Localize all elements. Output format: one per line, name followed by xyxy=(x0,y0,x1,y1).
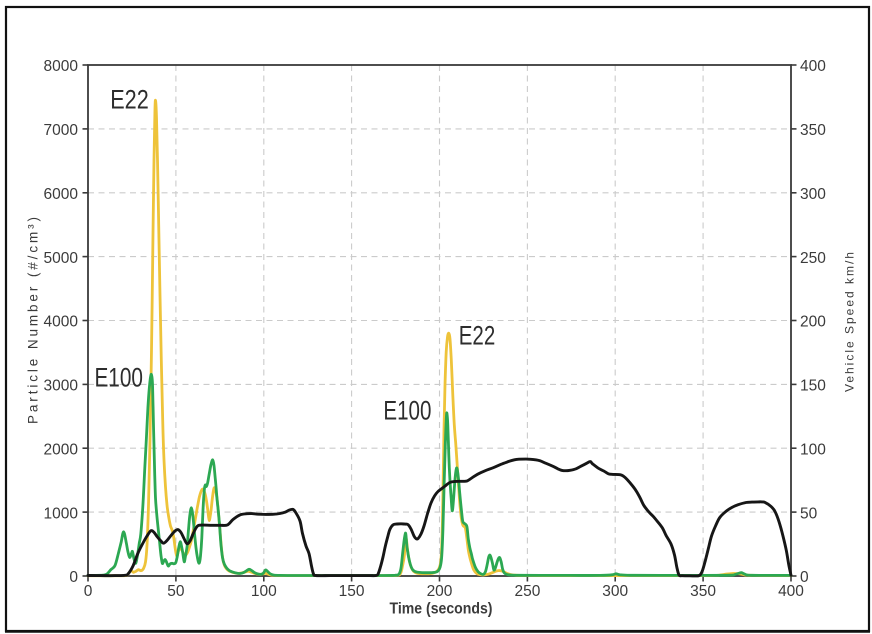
svg-text:5000: 5000 xyxy=(44,250,79,267)
svg-text:200: 200 xyxy=(800,314,826,331)
svg-text:E100: E100 xyxy=(383,396,431,426)
svg-text:50: 50 xyxy=(800,505,818,522)
svg-text:E100: E100 xyxy=(94,362,143,392)
svg-text:350: 350 xyxy=(690,583,716,600)
svg-text:50: 50 xyxy=(167,583,185,600)
svg-text:400: 400 xyxy=(778,583,804,600)
svg-text:3000: 3000 xyxy=(44,378,79,395)
svg-text:Vehicle Speed km/h: Vehicle Speed km/h xyxy=(843,252,857,392)
svg-text:Time (seconds): Time (seconds) xyxy=(390,601,493,618)
svg-text:150: 150 xyxy=(339,583,365,600)
svg-text:Particle Number (#/cm³): Particle Number (#/cm³) xyxy=(26,217,41,424)
svg-text:E22: E22 xyxy=(459,321,496,351)
svg-text:250: 250 xyxy=(514,583,540,600)
svg-text:1000: 1000 xyxy=(44,505,79,522)
svg-text:E22: E22 xyxy=(110,84,149,114)
svg-text:0: 0 xyxy=(84,583,93,600)
svg-text:7000: 7000 xyxy=(44,122,79,139)
svg-text:400: 400 xyxy=(800,58,826,75)
svg-text:6000: 6000 xyxy=(44,186,79,203)
svg-text:0: 0 xyxy=(69,569,78,586)
svg-text:4000: 4000 xyxy=(44,314,79,331)
svg-text:8000: 8000 xyxy=(44,58,79,75)
svg-text:2000: 2000 xyxy=(44,441,79,458)
svg-text:150: 150 xyxy=(800,378,826,395)
svg-text:0: 0 xyxy=(800,569,809,586)
svg-text:100: 100 xyxy=(800,441,826,458)
svg-text:200: 200 xyxy=(427,583,453,600)
svg-text:250: 250 xyxy=(800,250,826,267)
svg-text:300: 300 xyxy=(800,186,826,203)
svg-text:300: 300 xyxy=(602,583,628,600)
svg-text:100: 100 xyxy=(251,583,277,600)
svg-text:350: 350 xyxy=(800,122,826,139)
